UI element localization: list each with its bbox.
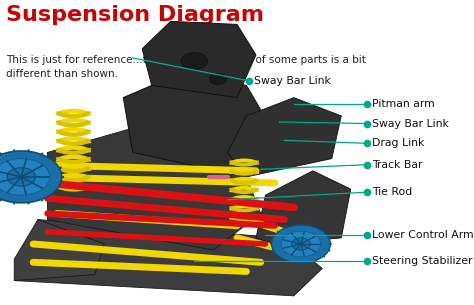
Polygon shape <box>228 98 341 177</box>
Text: Lower Control Arm: Lower Control Arm <box>372 230 474 240</box>
Circle shape <box>181 52 208 70</box>
Polygon shape <box>14 220 322 296</box>
Text: Pitman arm: Pitman arm <box>372 99 435 109</box>
Circle shape <box>0 159 50 195</box>
Circle shape <box>281 231 321 257</box>
Polygon shape <box>142 21 256 98</box>
Polygon shape <box>256 171 351 244</box>
Polygon shape <box>14 220 104 281</box>
Text: Sway Bar Link: Sway Bar Link <box>254 76 330 86</box>
Text: Steering Stabilizer: Steering Stabilizer <box>372 256 473 266</box>
Text: Track Bar: Track Bar <box>372 160 423 170</box>
Text: Sway Bar Link: Sway Bar Link <box>372 119 449 128</box>
Circle shape <box>210 74 227 85</box>
Text: Drag Link: Drag Link <box>372 138 424 148</box>
Text: This is just for reference...the exact orientation of some parts is a bit: This is just for reference...the exact o… <box>6 55 365 65</box>
Circle shape <box>0 151 62 203</box>
Circle shape <box>272 225 330 263</box>
Text: Tie Rod: Tie Rod <box>372 187 412 197</box>
Polygon shape <box>123 73 275 177</box>
Circle shape <box>292 238 310 250</box>
Text: different than shown.: different than shown. <box>6 69 118 79</box>
Text: Suspension Diagram: Suspension Diagram <box>6 5 264 25</box>
Circle shape <box>7 168 36 186</box>
Polygon shape <box>47 128 261 250</box>
